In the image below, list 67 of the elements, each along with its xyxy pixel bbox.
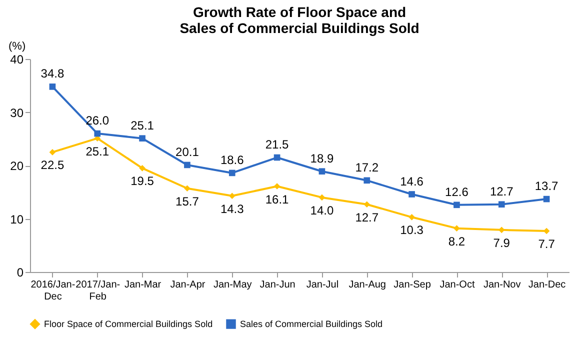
point [543,228,550,234]
data-label: 16.1 [265,192,290,206]
x-tick-label: Jan-Oct [440,280,475,290]
data-label: 22.5 [40,158,64,172]
legend-label: Floor Space of Commercial Buildings Sold [44,319,213,330]
data-label: 18.6 [220,152,244,167]
data-label: 14.6 [400,174,424,188]
data-label: 34.8 [40,66,64,81]
point [94,130,101,137]
x-tick-label: Jan-Aug [348,280,386,290]
data-label: 7.9 [493,236,510,250]
x-tick-label: 2016/Jan-Dec [30,280,76,302]
x-tick-label: Jan-Apr [170,280,206,290]
point [543,196,550,202]
x-tick-label: 2017/Jan-Feb [76,280,120,302]
y-tick-label: 0 [16,266,24,280]
data-label: 13.7 [534,179,559,194]
data-label: 12.7 [355,210,379,224]
data-label: 25.1 [130,118,154,132]
data-label: 15.7 [176,194,200,208]
y-tick-label: 10 [10,212,24,226]
point [139,165,146,172]
data-label: 21.5 [265,138,290,152]
data-label: 12.7 [490,184,514,198]
point [454,202,460,208]
y-axis-title: (%) [8,40,26,52]
x-tick-label: Jan-Dec [528,280,566,290]
data-label: 18.9 [310,151,334,166]
x-tick-label: Jan-Jun [260,280,296,290]
point [408,214,415,220]
point [49,84,56,90]
x-tick-label: Jan-May [213,280,252,290]
legend-label: Sales of Commercial Buildings Sold [240,319,383,330]
data-label: 20.1 [176,144,200,159]
data-label: 7.7 [538,236,556,251]
x-tick-label: Jan-Jul [306,280,339,290]
point [184,185,190,192]
point [228,192,236,200]
y-tick-label: 30 [10,106,24,120]
point [184,162,190,168]
point [49,149,56,156]
point [274,154,280,161]
x-tick-label: Jan-Nov [484,280,521,290]
point [274,183,280,190]
point [408,191,415,198]
point [498,226,505,234]
point [139,135,146,142]
data-label: 14.0 [310,203,334,218]
data-label: 8.2 [448,234,466,248]
data-label: 19.5 [130,174,154,188]
x-tick-label: Jan-Sep [394,280,432,290]
y-tick-label: 20 [10,159,24,173]
x-tick-label: Jan-Mar [124,280,162,290]
data-label: 14.3 [220,202,244,216]
point [318,194,326,201]
data-label: 12.6 [445,184,469,199]
data-label: 17.2 [355,160,379,174]
y-tick-label: 40 [10,52,24,66]
data-label: 25.1 [86,144,110,158]
chart-title: Growth Rate of Floor Space and Sales of Commercial Buildings Sold [180,4,420,36]
data-label: 26.0 [86,114,110,128]
point [498,201,505,208]
point [318,168,326,175]
data-label: 10.3 [400,223,424,238]
point [364,201,370,208]
point [364,177,370,184]
point [228,170,236,176]
